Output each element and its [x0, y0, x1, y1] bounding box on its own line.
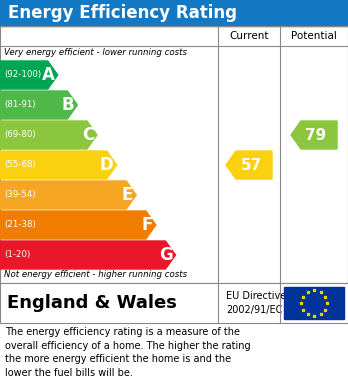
Polygon shape: [291, 121, 337, 149]
Text: B: B: [62, 96, 74, 114]
Bar: [0, 26, 348, 283]
Text: (69-80): (69-80): [4, 131, 35, 140]
Text: (21-38): (21-38): [4, 221, 36, 230]
Text: D: D: [100, 156, 114, 174]
Bar: [284, 287, 344, 319]
Polygon shape: [0, 181, 136, 209]
Text: Energy Efficiency Rating: Energy Efficiency Rating: [8, 4, 237, 22]
Text: E: E: [122, 186, 133, 204]
Polygon shape: [0, 211, 156, 239]
Text: (81-91): (81-91): [4, 100, 35, 109]
Polygon shape: [0, 241, 175, 269]
Polygon shape: [0, 61, 58, 89]
Text: F: F: [142, 216, 153, 234]
Polygon shape: [0, 91, 77, 119]
Text: Not energy efficient - higher running costs: Not energy efficient - higher running co…: [4, 270, 187, 279]
Text: EU Directive
2002/91/EC: EU Directive 2002/91/EC: [226, 291, 286, 315]
Text: 57: 57: [240, 158, 262, 172]
Text: (55-68): (55-68): [4, 160, 36, 170]
Text: A: A: [42, 66, 55, 84]
Text: Very energy efficient - lower running costs: Very energy efficient - lower running co…: [4, 48, 187, 57]
Text: The energy efficiency rating is a measure of the
overall efficiency of a home. T: The energy efficiency rating is a measur…: [5, 327, 251, 378]
Text: Current: Current: [229, 31, 269, 41]
Bar: [0, 0, 348, 26]
Polygon shape: [0, 151, 117, 179]
Text: (92-100): (92-100): [4, 70, 41, 79]
Text: (39-54): (39-54): [4, 190, 35, 199]
Bar: [0, 283, 348, 323]
Text: G: G: [159, 246, 173, 264]
Text: (1-20): (1-20): [4, 251, 30, 260]
Polygon shape: [0, 121, 97, 149]
Text: 79: 79: [306, 127, 327, 142]
Text: England & Wales: England & Wales: [7, 294, 177, 312]
Text: C: C: [82, 126, 94, 144]
Polygon shape: [226, 151, 272, 179]
Text: Potential: Potential: [291, 31, 337, 41]
